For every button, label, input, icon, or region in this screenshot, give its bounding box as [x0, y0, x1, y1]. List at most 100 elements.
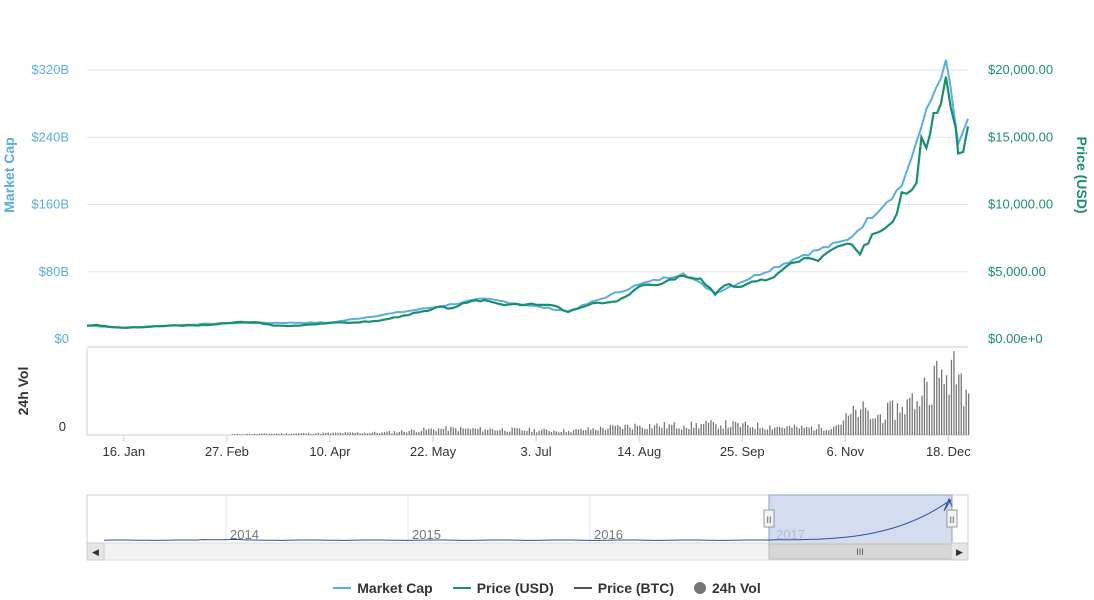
volume-bar	[779, 426, 781, 435]
volume-bar	[391, 433, 393, 435]
volume-bar	[244, 434, 246, 435]
volume-bar	[968, 393, 970, 435]
volume-bar	[474, 428, 476, 435]
chart-legend: Market Cap Price (USD) Price (BTC) 24h V…	[0, 576, 1094, 600]
volume-bar	[847, 415, 850, 435]
navigator-left-handle[interactable]: II	[763, 509, 775, 528]
navigator-right-handle[interactable]: II	[946, 509, 958, 528]
volume-bar	[801, 425, 803, 435]
left-axis-tick-label: $80B	[39, 264, 69, 279]
volume-bar	[938, 377, 940, 435]
navigator[interactable]: 2014201520162017 II II	[86, 494, 969, 544]
volume-bar	[560, 432, 562, 435]
volume-bar	[872, 418, 874, 435]
navigator-right-handle-glyph: II	[949, 515, 954, 525]
volume-bar	[796, 426, 798, 435]
volume-bar	[955, 384, 957, 435]
left-axis-ticks: $0 $80B $160B $240B $320B	[31, 62, 69, 346]
legend-item-price-btc[interactable]: Price (BTC)	[573, 580, 674, 596]
volume-bar	[739, 426, 742, 435]
volume-bar	[722, 428, 724, 435]
volume-bar	[587, 427, 589, 435]
volume-bar	[889, 401, 891, 435]
volume-bar	[563, 429, 565, 435]
volume-bar	[575, 429, 577, 435]
volume-bar	[278, 433, 280, 435]
volume-bar	[916, 401, 918, 435]
volume-bar	[364, 432, 366, 435]
volume-bar	[857, 417, 859, 435]
volume-bar	[401, 430, 403, 435]
volume-bar	[501, 428, 503, 435]
volume-bar	[484, 429, 486, 435]
volume-bar	[509, 431, 511, 435]
x-axis-tick-label: 10. Apr	[309, 444, 351, 459]
volume-bar	[624, 424, 626, 435]
legend-item-price-usd[interactable]: Price (USD)	[452, 580, 554, 596]
volume-bar	[266, 433, 268, 435]
volume-bar	[460, 427, 462, 435]
scroll-left-button[interactable]	[86, 542, 105, 561]
volume-bar	[769, 425, 771, 435]
volume-bar	[666, 428, 668, 435]
right-axis-tick-label: $0.00e+0	[988, 331, 1043, 346]
volume-bar	[516, 428, 518, 435]
volume-bar	[374, 431, 376, 435]
volume-bar	[703, 424, 705, 435]
volume-bar	[965, 389, 967, 435]
volume-bars	[231, 351, 970, 436]
volume-bar	[234, 434, 236, 435]
volume-bar	[936, 360, 938, 435]
volume-bar	[884, 419, 886, 435]
volume-axis-title: 24h Vol	[15, 367, 31, 416]
scrollbar-thumb-glyph: III	[856, 547, 864, 557]
x-axis-tick-label: 3. Jul	[521, 444, 552, 459]
volume-bar	[442, 429, 445, 435]
volume-bar	[305, 433, 307, 435]
volume-bar	[430, 428, 432, 435]
legend-item-24h-vol[interactable]: 24h Vol	[693, 580, 761, 596]
volume-bar	[629, 427, 631, 435]
volume-bar	[619, 426, 621, 435]
volume-bar	[585, 430, 587, 435]
navigator-left-handle-glyph: II	[766, 515, 771, 525]
legend-price-usd-line-icon	[452, 587, 471, 589]
volume-bar	[283, 434, 285, 435]
volume-bar	[690, 421, 692, 435]
volume-bar	[835, 425, 837, 435]
volume-bar	[565, 432, 567, 435]
volume-bar	[464, 428, 467, 435]
volume-bar	[639, 425, 641, 435]
volume-bar	[445, 426, 447, 435]
volume-bar	[752, 427, 754, 435]
volume-bar	[680, 429, 683, 435]
volume-bar	[862, 401, 864, 435]
x-axis-tick-label: 6. Nov	[827, 444, 865, 459]
legend-price-btc-line-icon	[573, 587, 592, 589]
volume-bar	[602, 428, 604, 435]
x-axis-tick-label: 14. Aug	[617, 444, 661, 459]
volume-bar	[396, 432, 398, 435]
volume-bar	[491, 429, 494, 435]
scroll-left-arrow-icon: ◀	[92, 547, 99, 557]
volume-bar	[882, 423, 884, 435]
legend-item-market-cap[interactable]: Market Cap	[333, 580, 433, 596]
scrollbar[interactable]: III ◀ ▶	[86, 542, 969, 561]
volume-bar	[869, 418, 872, 435]
volume-bar	[295, 433, 297, 435]
volume-bar	[634, 423, 636, 435]
volume-bar	[273, 433, 275, 435]
volume-bar	[818, 424, 820, 435]
volume-bar	[793, 424, 796, 435]
volume-bar	[923, 377, 926, 435]
volume-bar	[298, 433, 300, 435]
volume-bar	[710, 420, 712, 435]
scroll-right-button[interactable]	[950, 542, 969, 561]
volume-bar	[437, 428, 440, 435]
volume-bar	[759, 428, 761, 435]
gridlines	[87, 69, 968, 273]
volume-bar	[960, 373, 962, 435]
volume-bar	[653, 425, 656, 435]
volume-bar	[597, 430, 599, 435]
volume-bar	[899, 412, 901, 435]
